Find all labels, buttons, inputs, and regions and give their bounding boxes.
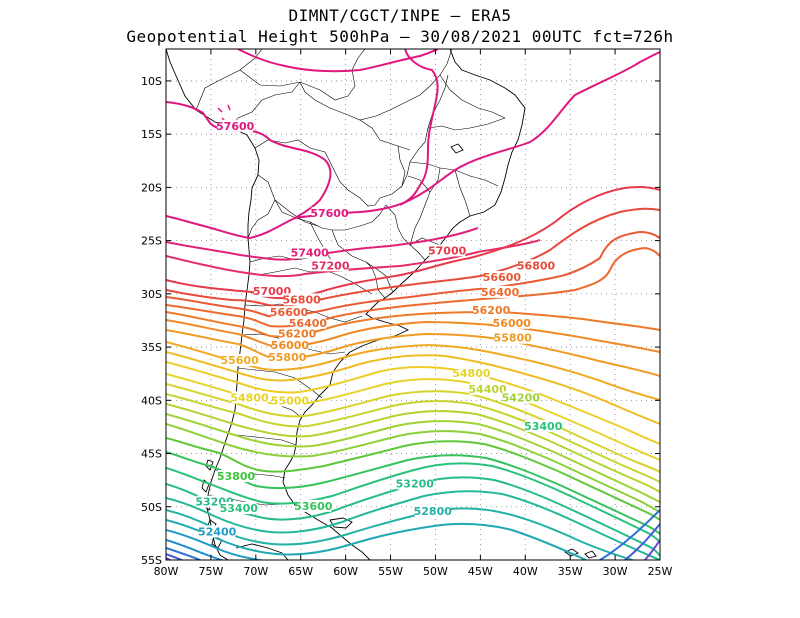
contour-label: 53400	[524, 420, 563, 433]
lon-label: 35W	[558, 565, 583, 578]
map-content: 5760057600574005720057000568005660056400…	[166, 49, 660, 560]
lon-label: 75W	[198, 565, 223, 578]
contour-label: 56600	[270, 306, 309, 319]
lat-label: 20S	[141, 181, 162, 194]
contour-label-background	[279, 327, 316, 340]
contour-label: 57200	[311, 259, 350, 272]
contour-label-background	[271, 339, 308, 352]
axis-ticks	[165, 49, 661, 561]
contour-label-background	[217, 119, 254, 132]
map-frame	[165, 48, 661, 561]
lon-label: 60W	[333, 565, 358, 578]
lat-label: 55S	[141, 554, 162, 567]
contour-label-background	[199, 525, 236, 538]
contour-label: 52800	[414, 505, 453, 518]
contour-label-background	[518, 259, 555, 272]
lon-label: 80W	[154, 565, 179, 578]
lon-label: 65W	[288, 565, 313, 578]
contour-label-background	[269, 350, 306, 363]
contour-label: 54800	[230, 391, 269, 404]
contour-label-background	[295, 499, 332, 512]
contour-label-background	[312, 259, 349, 272]
lon-label: 70W	[243, 565, 268, 578]
lon-label: 30W	[603, 565, 628, 578]
map-title-line2: Geopotential Height 500hPa – 30/08/2021 …	[126, 27, 674, 46]
contour-label-background	[494, 331, 531, 344]
country-borders	[195, 49, 506, 506]
contour-label-background	[396, 477, 433, 490]
map-title-line1: DIMNT/CGCT/INPE – ERA5	[288, 6, 512, 25]
contour-label-background	[311, 207, 348, 220]
lon-label: 55W	[378, 565, 403, 578]
contour-label: 52400	[198, 525, 237, 538]
lat-label: 25S	[141, 235, 162, 248]
longitude-labels: 80W 75W 70W 65W 60W 55W 50W 45W 40W 35W 30W 25W	[154, 565, 673, 578]
contour-label: 55800	[268, 351, 307, 364]
contour-label-background	[271, 306, 308, 319]
contour-label-background	[271, 394, 308, 407]
contour-label: 57000	[428, 244, 467, 257]
contour-label-background	[283, 293, 320, 306]
contour-label: 56200	[472, 304, 511, 317]
contour-label: 55000	[271, 395, 310, 408]
latitude-labels: 10S 15S 20S 25S 30S 35S 40S 45S 50S 55S	[141, 75, 162, 567]
contour-label: 53200	[396, 478, 435, 491]
contour-label-background	[220, 502, 257, 515]
contour-label: 57400	[291, 247, 330, 260]
contour-label-background	[469, 382, 506, 395]
contour-label-background	[483, 271, 520, 284]
lat-label: 35S	[141, 341, 162, 354]
contour-label: 56000	[271, 339, 310, 352]
contour-label: 56400	[289, 317, 328, 330]
contour-label: 53800	[217, 470, 256, 483]
contour-label-background	[253, 284, 290, 297]
contour-label-background	[525, 420, 562, 433]
lon-label: 25W	[648, 565, 673, 578]
contour-label: 53400	[220, 502, 259, 515]
lat-label: 45S	[141, 448, 162, 461]
contour-label-background	[218, 470, 255, 483]
lon-label: 50W	[423, 565, 448, 578]
contour-label: 53600	[294, 500, 333, 513]
lat-label: 15S	[141, 128, 162, 141]
contour-label: 55800	[494, 332, 533, 345]
lat-label: 30S	[141, 288, 162, 301]
contour-label: 54400	[468, 383, 507, 396]
contour-label-background	[291, 246, 328, 259]
contour-label-background	[429, 244, 466, 257]
contour-label: 57600	[310, 207, 349, 220]
contour-labels: 5760057600574005720057000568005660056400…	[195, 119, 563, 538]
contour-label: 57600	[216, 120, 255, 133]
contour-label: 55600	[221, 354, 260, 367]
contour-label: 56600	[483, 271, 522, 284]
lat-label: 50S	[141, 501, 162, 514]
contour-label: 56400	[481, 286, 520, 299]
contour-label-background	[493, 316, 530, 329]
contour-label-background	[482, 285, 519, 298]
contour-label-background	[473, 304, 510, 317]
lat-label: 10S	[141, 75, 162, 88]
contour-label: 56000	[493, 317, 532, 330]
lon-label: 45W	[468, 565, 493, 578]
contour-label: 56200	[278, 327, 317, 340]
contour-label-background	[502, 391, 539, 404]
lon-label: 40W	[513, 565, 538, 578]
lat-label: 40S	[141, 394, 162, 407]
contour-label: 54200	[502, 391, 541, 404]
contour-label-background	[289, 316, 326, 329]
contour-label-background	[221, 354, 258, 367]
contour-label: 56800	[517, 259, 556, 272]
contour-label: 57000	[253, 285, 292, 298]
contour-label: 56800	[282, 293, 321, 306]
contour-label-background	[453, 366, 490, 379]
contour-label: 54800	[452, 367, 491, 380]
contour-label-background	[414, 505, 451, 518]
contour-label-background	[231, 391, 268, 404]
